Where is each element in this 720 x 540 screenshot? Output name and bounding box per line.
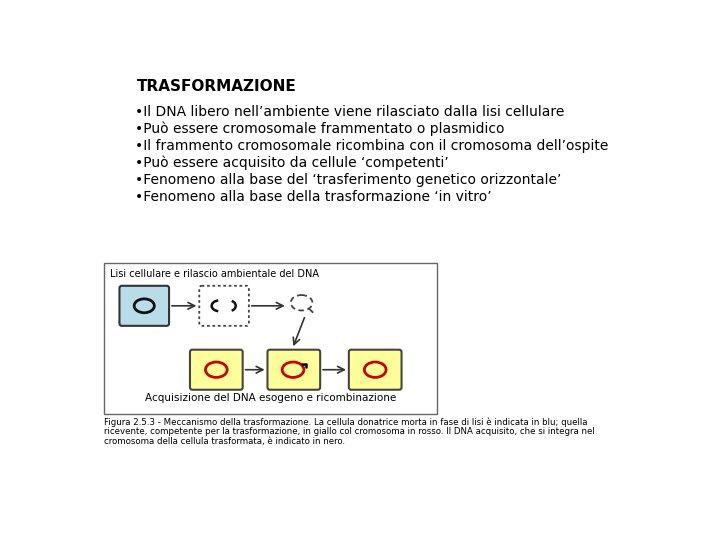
Text: •Può essere acquisito da cellule ‘competenti’: •Può essere acquisito da cellule ‘compet… bbox=[135, 156, 449, 170]
Ellipse shape bbox=[291, 295, 312, 310]
Text: •Il frammento cromosomale ricombina con il cromosoma dell’ospite: •Il frammento cromosomale ricombina con … bbox=[135, 139, 608, 153]
Text: Acquisizione del DNA esogeno e ricombinazione: Acquisizione del DNA esogeno e ricombina… bbox=[145, 393, 396, 403]
Text: cromosoma della cellula trasformata, è indicato in nero.: cromosoma della cellula trasformata, è i… bbox=[104, 437, 345, 447]
FancyBboxPatch shape bbox=[190, 350, 243, 390]
Text: •Il DNA libero nell’ambiente viene rilasciato dalla lisi cellulare: •Il DNA libero nell’ambiente viene rilas… bbox=[135, 105, 564, 119]
FancyBboxPatch shape bbox=[199, 286, 249, 326]
FancyBboxPatch shape bbox=[267, 350, 320, 390]
Bar bbox=[104, 264, 437, 414]
Text: •Fenomeno alla base della trasformazione ‘in vitro’: •Fenomeno alla base della trasformazione… bbox=[135, 190, 492, 204]
Text: Figura 2.5.3 - Meccanismo della trasformazione. La cellula donatrice morta in fa: Figura 2.5.3 - Meccanismo della trasform… bbox=[104, 417, 588, 427]
Text: •Può essere cromosomale frammentato o plasmidico: •Può essere cromosomale frammentato o pl… bbox=[135, 122, 505, 136]
Text: ricevente, competente per la trasformazione, in giallo col cromosoma in rosso. I: ricevente, competente per la trasformazi… bbox=[104, 428, 595, 436]
FancyBboxPatch shape bbox=[349, 350, 402, 390]
FancyBboxPatch shape bbox=[120, 286, 169, 326]
Text: •Fenomeno alla base del ‘trasferimento genetico orizzontale’: •Fenomeno alla base del ‘trasferimento g… bbox=[135, 173, 562, 187]
Text: TRASFORMAZIONE: TRASFORMAZIONE bbox=[137, 79, 296, 93]
Text: Lisi cellulare e rilascio ambientale del DNA: Lisi cellulare e rilascio ambientale del… bbox=[110, 269, 319, 279]
